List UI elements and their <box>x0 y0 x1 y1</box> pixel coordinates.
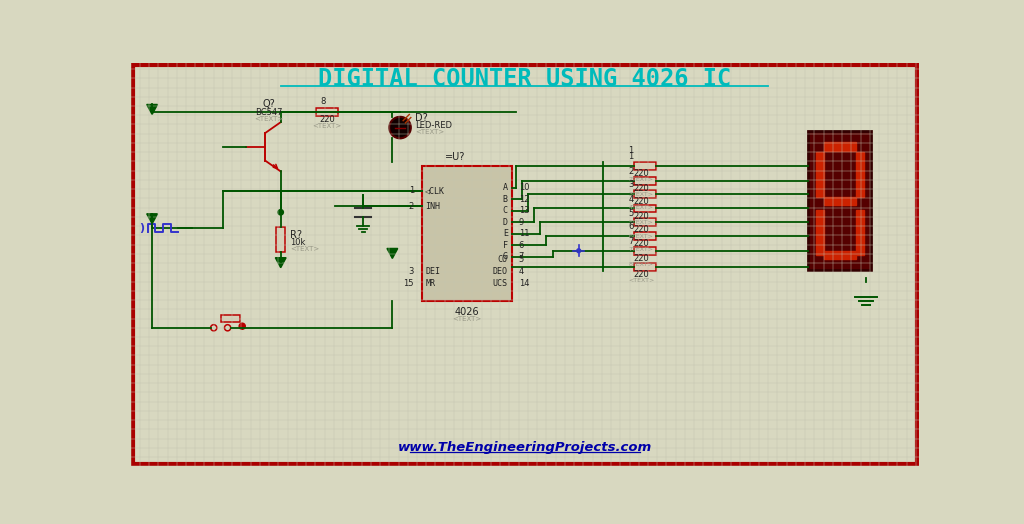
Text: 4026: 4026 <box>455 307 479 316</box>
Text: 7TEXT>: 7TEXT> <box>629 247 653 253</box>
Text: <TEXT>: <TEXT> <box>290 246 319 252</box>
Text: 220: 220 <box>633 197 649 206</box>
Text: 3TEXT>: 3TEXT> <box>629 192 653 197</box>
Polygon shape <box>146 104 158 114</box>
Text: 5: 5 <box>629 209 634 217</box>
Text: 3: 3 <box>409 267 414 276</box>
Text: INH: INH <box>425 202 440 211</box>
Bar <box>855 211 864 255</box>
Text: 220: 220 <box>633 225 649 234</box>
Text: 220: 220 <box>319 115 335 124</box>
Text: CO: CO <box>498 256 508 265</box>
Text: A: A <box>503 183 508 192</box>
Text: D: D <box>503 218 508 227</box>
Text: LED-RED: LED-RED <box>416 121 453 130</box>
Text: B: B <box>503 195 508 204</box>
Text: 7: 7 <box>629 237 634 246</box>
Bar <box>221 315 240 322</box>
Bar <box>855 152 864 196</box>
Circle shape <box>278 210 284 215</box>
Text: 220: 220 <box>633 254 649 263</box>
Text: 8TEXT>: 8TEXT> <box>629 262 653 267</box>
Text: <TEXT>: <TEXT> <box>312 123 342 129</box>
Text: 220: 220 <box>633 239 649 248</box>
Text: 7: 7 <box>518 253 524 261</box>
Bar <box>634 177 655 184</box>
Text: E: E <box>503 230 508 238</box>
Bar <box>316 108 338 116</box>
Text: F: F <box>503 241 508 250</box>
Bar <box>634 204 655 212</box>
Text: 12: 12 <box>518 195 529 204</box>
Text: <TEXT>: <TEXT> <box>255 116 284 122</box>
Circle shape <box>240 323 246 329</box>
Text: D?: D? <box>416 113 428 123</box>
Text: G: G <box>503 253 508 261</box>
Text: 5TEXT>: 5TEXT> <box>629 220 653 225</box>
Text: BC547: BC547 <box>255 107 283 117</box>
Bar <box>634 232 655 240</box>
Text: 10: 10 <box>518 183 529 192</box>
Bar <box>634 247 655 255</box>
Bar <box>824 250 855 259</box>
Text: 10k: 10k <box>290 238 305 247</box>
Text: 13: 13 <box>518 206 529 215</box>
Text: 220: 220 <box>633 169 649 178</box>
Polygon shape <box>387 248 397 258</box>
Bar <box>816 152 824 196</box>
Bar <box>422 166 512 301</box>
Bar <box>824 143 855 151</box>
Text: 1: 1 <box>629 146 634 155</box>
Text: 5: 5 <box>518 256 524 265</box>
Text: 3: 3 <box>629 180 634 189</box>
Bar <box>824 196 855 205</box>
Polygon shape <box>275 258 286 268</box>
Text: 2TEXT>: 2TEXT> <box>629 178 653 182</box>
Text: <TEXT>: <TEXT> <box>452 315 481 322</box>
Circle shape <box>577 249 581 253</box>
Text: <TEXT>: <TEXT> <box>628 278 654 283</box>
Text: MR: MR <box>425 279 435 288</box>
Text: 8: 8 <box>321 97 326 106</box>
Text: <TEXT>: <TEXT> <box>416 129 444 135</box>
Text: 1: 1 <box>629 152 634 161</box>
Text: DIGITAL COUNTER USING 4026 IC: DIGITAL COUNTER USING 4026 IC <box>318 67 731 91</box>
Text: DEI: DEI <box>425 267 440 276</box>
Bar <box>634 162 655 170</box>
Text: 6: 6 <box>518 241 524 250</box>
Bar <box>634 263 655 271</box>
Text: 4: 4 <box>518 267 524 276</box>
Text: DEO: DEO <box>493 267 508 276</box>
Text: 6: 6 <box>629 222 634 232</box>
Text: 15: 15 <box>403 279 414 288</box>
Bar <box>816 211 824 255</box>
Text: ◁CLK: ◁CLK <box>425 186 445 195</box>
Text: ): ) <box>139 223 144 233</box>
Text: C: C <box>503 206 508 215</box>
Text: R?: R? <box>290 231 302 241</box>
Text: Q?: Q? <box>263 100 275 110</box>
Bar <box>634 190 655 198</box>
Text: www.TheEngineeringProjects.com: www.TheEngineeringProjects.com <box>397 441 652 454</box>
Circle shape <box>389 117 411 138</box>
Bar <box>634 219 655 226</box>
Text: 4: 4 <box>629 195 634 204</box>
Text: UCS: UCS <box>493 279 508 288</box>
Text: 2: 2 <box>629 167 634 176</box>
Text: 11: 11 <box>518 230 529 238</box>
Text: 9: 9 <box>518 218 524 227</box>
Text: 220: 220 <box>633 270 649 279</box>
Text: 220: 220 <box>633 184 649 193</box>
Polygon shape <box>146 214 158 224</box>
Text: 4TEXT>: 4TEXT> <box>629 205 653 210</box>
Bar <box>808 132 871 270</box>
Text: 2: 2 <box>409 202 414 211</box>
Text: 220: 220 <box>633 212 649 221</box>
Text: 1: 1 <box>409 186 414 195</box>
Text: 14: 14 <box>518 279 529 288</box>
Text: 6TEXT>: 6TEXT> <box>629 234 653 238</box>
Text: =U?: =U? <box>444 152 465 162</box>
Bar <box>276 227 286 252</box>
